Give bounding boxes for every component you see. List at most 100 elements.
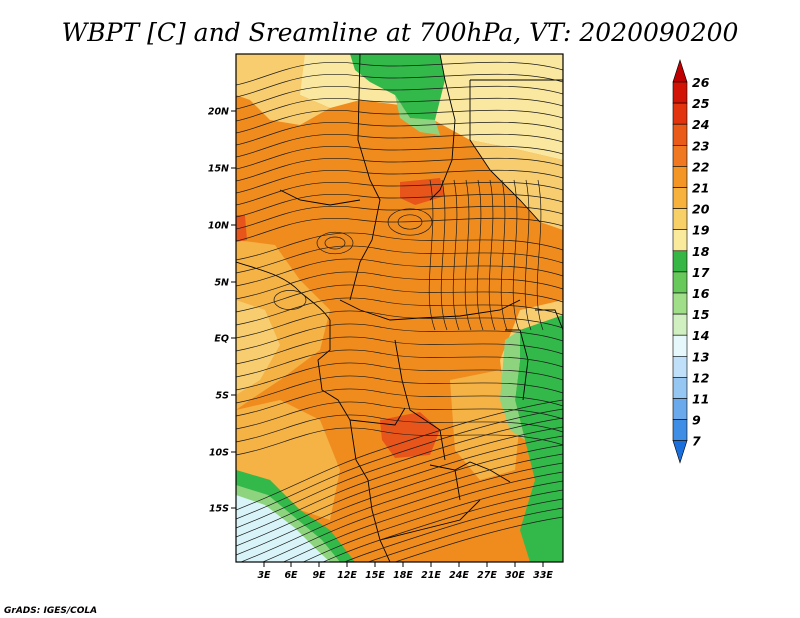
- map-title: WBPT [C] and Sreamline at 700hPa, VT: 20…: [62, 18, 739, 47]
- streamline-45: [428, 179, 436, 331]
- streamline-39: [282, 471, 563, 562]
- streamline-13: [236, 205, 563, 230]
- streamline-25: [236, 362, 563, 391]
- colorbar-swatch-6: [672, 187, 688, 209]
- country-borders: [236, 54, 563, 562]
- streamline-42: [343, 498, 563, 562]
- shade-pale-west: [236, 300, 280, 395]
- streamline-30: [236, 427, 563, 456]
- lat-label-0: 20N: [208, 107, 229, 118]
- lat-label-3: 5N: [214, 278, 229, 289]
- streamline-2: [236, 73, 563, 98]
- streamline-36: [236, 444, 563, 556]
- lon-label-4: 15E: [365, 570, 385, 581]
- streamline-48: [464, 179, 472, 331]
- streamline-24: [236, 349, 563, 378]
- streamline-38: [262, 462, 563, 562]
- streamline-26: [236, 375, 563, 404]
- colorbar-top-arrow: [672, 59, 688, 83]
- colorbar-label-11: 11: [692, 392, 709, 407]
- colorbar-swatch-3: [672, 123, 688, 146]
- streamline-3: [236, 85, 563, 110]
- streamline-35: [236, 435, 563, 547]
- colorbar-label-26: 26: [692, 75, 710, 90]
- border-line-4: [429, 54, 456, 201]
- colorbar-label-23: 23: [692, 138, 709, 153]
- colorbar: 26 25 24 23 22 21 20 19 18 17 16 15 14 13 12 11 9 7: [672, 59, 710, 464]
- lon-label-10: 33E: [533, 570, 553, 581]
- colorbar-label-24: 24: [692, 117, 709, 132]
- streamline-21: [236, 310, 563, 339]
- shade-red-west: [236, 215, 247, 242]
- streamline-34: [236, 426, 563, 538]
- lat-label-7: 15S: [209, 504, 229, 515]
- lon-label-1: 6E: [284, 570, 298, 581]
- lat-label-2: 10N: [208, 221, 229, 232]
- streamline-41: [322, 489, 563, 562]
- lon-label-9: 30E: [505, 570, 525, 581]
- streamline-16: [236, 245, 563, 274]
- streamline-5: [236, 109, 563, 134]
- streamline-33: [236, 417, 563, 529]
- shade-light-orange-south: [236, 400, 340, 520]
- streamline-49: [476, 179, 484, 331]
- streamline-47: [452, 179, 460, 331]
- shade-pale-ne: [470, 140, 563, 230]
- map-panel: 20N 15N 10N 5N EQ 5S 10S 15S 3E 6E 9E 12E 15E 18E 21E…: [208, 53, 564, 581]
- lon-label-6: 21E: [421, 570, 441, 581]
- colorbar-label-12: 12: [692, 370, 709, 385]
- colorbar-swatch-5: [672, 166, 688, 188]
- colorbar-label-9: 9: [692, 413, 701, 428]
- streamline-18: [236, 271, 563, 300]
- streamline-52: [512, 179, 520, 331]
- border-line-7: [279, 189, 361, 206]
- streamline-7: [236, 133, 563, 158]
- lat-label-5: 5S: [216, 391, 230, 402]
- streamline-46: [440, 179, 448, 331]
- colorbar-label-22: 22: [692, 159, 709, 174]
- grads-credit: GrADS: IGES/COLA: [4, 606, 97, 616]
- colorbar-label-15: 15: [692, 307, 710, 322]
- streamline-32: [236, 408, 563, 520]
- streamline-29: [236, 414, 563, 443]
- streamline-37: [240, 453, 563, 562]
- colorbar-swatch-17: [672, 419, 688, 442]
- colorbar-label-25: 25: [692, 96, 710, 111]
- streamline-57: [387, 208, 433, 236]
- streamline-31: [236, 399, 563, 511]
- border-line-11: [379, 499, 481, 541]
- colorbar-label-17: 17: [692, 265, 710, 280]
- colorbar-label-19: 19: [692, 223, 710, 238]
- colorbar-label-14: 14: [692, 328, 709, 343]
- border-line-15: [535, 309, 563, 331]
- streamline-19: [236, 284, 563, 313]
- streamline-12: [236, 193, 563, 218]
- lon-label-2: 9E: [312, 570, 326, 581]
- streamline-6: [236, 121, 563, 146]
- streamline-4: [236, 97, 563, 122]
- colorbar-swatch-4: [672, 145, 688, 167]
- streamline-56: [324, 236, 346, 250]
- border-line-9: [394, 339, 446, 461]
- longitude-axis: 3E 6E 9E 12E 15E 18E 21E 24E 27E 30E 33E: [257, 562, 553, 581]
- streamline-43: [367, 507, 563, 562]
- streamline-8: [236, 145, 563, 170]
- streamline-28: [236, 401, 563, 430]
- lat-label-4: EQ: [214, 334, 229, 345]
- colorbar-swatch-13: [672, 334, 688, 357]
- colorbar-swatch-1: [672, 81, 688, 104]
- colorbar-swatch-2: [672, 102, 688, 125]
- colorbar-swatch-7: [672, 208, 688, 231]
- lon-label-0: 3E: [257, 570, 271, 581]
- streamline-44: [393, 516, 563, 562]
- colorbar-label-21: 21: [692, 181, 709, 196]
- colorbar-swatch-12: [672, 313, 688, 336]
- border-line-10: [349, 407, 406, 426]
- border-line-3: [349, 54, 381, 301]
- streamline-1: [236, 61, 563, 86]
- colorbar-label-13: 13: [692, 349, 709, 364]
- streamline-27: [236, 388, 563, 417]
- streamline-15: [236, 232, 563, 261]
- map-frame: [235, 53, 564, 563]
- streamline-50: [488, 179, 496, 331]
